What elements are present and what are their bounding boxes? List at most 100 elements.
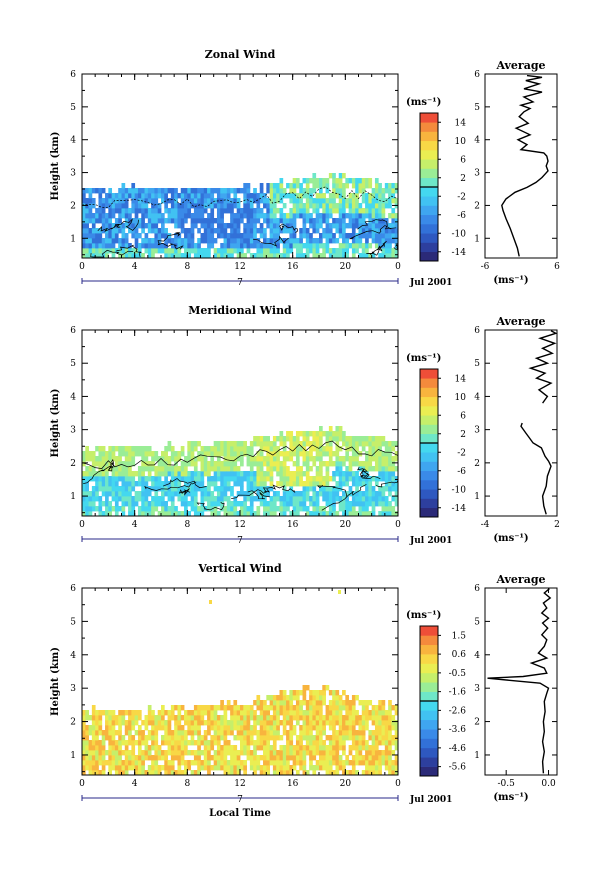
heatmap-cell: [134, 496, 139, 502]
heatmap-cell: [312, 740, 317, 746]
heatmap-cell: [184, 233, 188, 239]
heatmap-cell: [124, 765, 129, 771]
heatmap-cell: [351, 223, 356, 229]
heatmap-cell: [368, 750, 373, 756]
heatmap-cell: [170, 451, 175, 457]
heatmap-cell: [108, 486, 113, 492]
heatmap-cell: [289, 436, 294, 442]
heatmap-cell: [154, 243, 159, 249]
heatmap-cell: [348, 233, 353, 239]
heatmap-cell: [365, 506, 369, 512]
heatmap-cell: [246, 491, 251, 497]
heatmap-cell: [391, 740, 396, 746]
heatmap-cell: [338, 740, 343, 746]
heatmap-cell: [177, 203, 182, 209]
heatmap-cell: [154, 208, 159, 214]
heatmap-cell: [157, 710, 162, 716]
heatmap-cell: [216, 203, 221, 209]
heatmap-cell: [282, 690, 287, 696]
heatmap-cell: [342, 745, 346, 751]
heatmap-cell: [328, 750, 333, 756]
heatmap-cell: [302, 481, 307, 487]
heatmap-cell: [203, 218, 208, 224]
heatmap-cell: [193, 213, 198, 219]
heatmap-cell: [325, 228, 330, 234]
heatmap-cell: [124, 466, 129, 472]
heatmap-cell: [147, 446, 152, 452]
heatmap-cell: [91, 501, 96, 507]
heatmap-cell: [105, 218, 109, 224]
heatmap-cell: [249, 223, 254, 229]
heatmap-cell: [223, 228, 228, 234]
heatmap-cell: [236, 218, 241, 224]
heatmap-cell: [358, 755, 363, 761]
heatmap-cell: [279, 253, 284, 259]
heatmap-cell: [243, 750, 247, 756]
heatmap-cell: [131, 218, 136, 224]
heatmap-cell: [88, 770, 93, 776]
x-tick-label: 8: [184, 520, 190, 530]
heatmap-cell: [180, 760, 185, 766]
heatmap-cell: [193, 188, 198, 194]
heatmap-cell: [312, 178, 317, 184]
heatmap-cell: [85, 466, 89, 472]
heatmap-cell: [88, 760, 93, 766]
heatmap-cell: [91, 461, 96, 467]
heatmap-cell: [302, 228, 307, 234]
heatmap-cell: [180, 491, 185, 497]
heatmap-cell: [381, 740, 386, 746]
heatmap-cell: [190, 446, 195, 452]
heatmap-cell: [335, 471, 340, 477]
heatmap-cell: [299, 198, 303, 204]
heatmap-cell: [207, 750, 211, 756]
heatmap-cell: [295, 183, 300, 189]
heatmap-cell: [263, 725, 267, 731]
heatmap-cell: [345, 715, 350, 721]
heatmap-cell: [151, 188, 155, 194]
heatmap-cell: [332, 705, 336, 711]
heatmap-cell: [105, 511, 109, 517]
heatmap-cell: [151, 710, 155, 716]
colorbar-swatch: [420, 461, 438, 472]
heatmap-cell: [220, 700, 224, 706]
heatmap-cell: [358, 760, 363, 766]
heatmap-cell: [368, 700, 373, 706]
heatmap-cell: [190, 203, 195, 209]
heatmap-cell: [319, 481, 323, 487]
heatmap-cell: [322, 685, 326, 691]
heatmap-cell: [88, 755, 93, 761]
heatmap-cell: [167, 506, 172, 512]
heatmap-cell: [147, 188, 152, 194]
heatmap-cell: [355, 745, 359, 751]
heatmap-cell: [111, 446, 116, 452]
heatmap-cell: [312, 725, 317, 731]
heatmap-cell: [144, 243, 149, 249]
heatmap-cell: [95, 218, 99, 224]
heatmap-cell: [315, 183, 320, 189]
heatmap-cell: [213, 253, 218, 259]
profile-y-tick-label: 5: [474, 359, 480, 369]
heatmap-cell: [338, 710, 343, 716]
heatmap-cell: [351, 491, 356, 497]
heatmap-cell: [121, 740, 126, 746]
heatmap-cell: [240, 735, 244, 741]
heatmap-cell: [141, 208, 145, 214]
heatmap-cell: [151, 486, 155, 492]
heatmap-cell: [253, 253, 257, 259]
heatmap-cell: [180, 238, 185, 244]
heatmap-cell: [161, 715, 165, 721]
heatmap-cell: [147, 248, 152, 254]
heatmap-cell: [325, 461, 330, 467]
heatmap-cell: [338, 446, 343, 452]
heatmap-cell: [355, 486, 359, 492]
heatmap-cell: [216, 491, 221, 497]
heatmap-cell: [312, 431, 317, 437]
panel-title: Meridional Wind: [188, 304, 292, 317]
heatmap-cell: [216, 740, 221, 746]
heatmap-cell: [365, 765, 369, 771]
heatmap-cell: [305, 461, 310, 467]
heatmap-cell: [180, 501, 185, 507]
heatmap-cell: [384, 745, 389, 751]
heatmap-cell: [184, 466, 188, 472]
heatmap-cell: [82, 496, 86, 502]
